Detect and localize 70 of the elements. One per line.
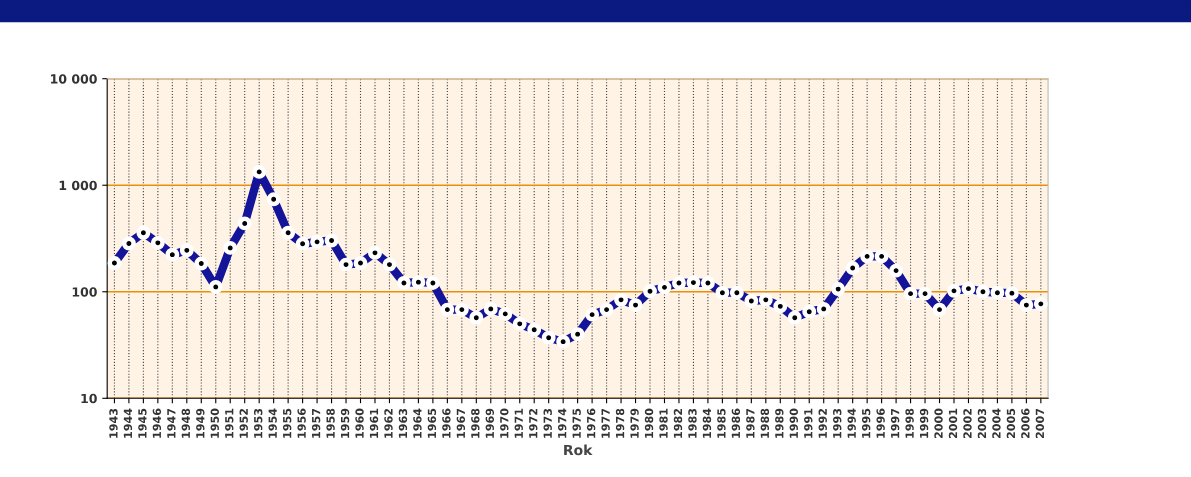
x-tick-label: 2003	[977, 408, 987, 439]
x-tick-label: 1977	[601, 408, 610, 438]
x-tick-label: 1958	[326, 408, 335, 438]
x-tick-label: 1950	[210, 408, 219, 438]
x-tick-label: 1983	[688, 408, 697, 438]
x-tick-label: 1986	[731, 408, 741, 438]
x-tick-label: 1971	[514, 408, 523, 438]
x-tick-label: 1969	[485, 408, 495, 438]
x-tick-label: 1963	[398, 408, 408, 438]
x-tick-label: 2005	[1006, 408, 1016, 439]
x-tick-label: 2007	[1035, 408, 1045, 439]
x-tick-label: 1944	[123, 408, 133, 438]
y-tick-label: 1 000	[59, 180, 97, 191]
x-tick-label: 1953	[254, 408, 263, 438]
x-tick-label: 1949	[196, 408, 205, 438]
y-tick-label: 10 000	[51, 74, 97, 84]
x-tick-label: 1966	[442, 408, 451, 438]
x-tick-label: 1974	[557, 408, 567, 438]
x-tick-label: 1985	[717, 408, 726, 438]
x-tick-label: 1980	[644, 408, 654, 438]
x-tick-label: 1978	[615, 408, 625, 438]
x-tick-label: 1994	[847, 408, 856, 438]
x-tick-label: 1948	[181, 408, 191, 438]
x-tick-label: 1988	[760, 408, 770, 438]
x-tick-label: 1946	[152, 408, 162, 438]
x-tick-label: 1943	[109, 408, 118, 438]
x-tick-label: 2000	[934, 408, 943, 439]
x-tick-label: 1951	[225, 408, 234, 438]
x-tick-label: 1964	[413, 408, 422, 438]
x-tick-label: 1999	[919, 408, 929, 438]
y-tick-label: 100	[72, 287, 97, 297]
x-tick-label: 1981	[659, 408, 668, 438]
x-tick-label: 1959	[340, 408, 350, 438]
x-tick-label: 1984	[702, 408, 712, 438]
y-tick-label: 10	[81, 393, 97, 404]
x-tick-label: 1956	[297, 408, 306, 438]
x-tick-label: 1947	[167, 408, 176, 438]
x-tick-label: 2002	[963, 408, 972, 439]
x-tick-label: 1976	[586, 408, 596, 438]
x-tick-label: 1968	[471, 408, 480, 438]
x-tick-label: 1989	[775, 408, 784, 438]
x-tick-label: 2006	[1021, 408, 1030, 439]
x-tick-label: 1972	[529, 408, 538, 438]
x-tick-label: 1998	[905, 408, 914, 438]
x-tick-label: 1997	[890, 408, 900, 438]
x-tick-label: 1955	[282, 408, 292, 438]
x-tick-label: 2004	[992, 408, 1001, 439]
x-tick-label: 1979	[630, 408, 639, 438]
x-tick-label: 1973	[543, 408, 552, 438]
x-tick-label: 1970	[500, 408, 509, 438]
x-tick-label: 1961	[369, 408, 379, 438]
x-tick-label: 1957	[311, 408, 321, 438]
x-tick-label: 1967	[456, 408, 466, 438]
x-tick-label: 1992	[818, 408, 827, 438]
x-tick-label: 1945	[138, 408, 147, 438]
x-tick-label: 1982	[673, 408, 683, 438]
x-tick-label: 1952	[239, 408, 248, 438]
x-tick-label: 1993	[833, 408, 842, 438]
x-tick-label: 1954	[268, 408, 277, 438]
x-tick-label: 1995	[861, 408, 871, 438]
x-tick-label: 1975	[572, 408, 581, 438]
x-tick-label: 1996	[876, 408, 885, 438]
x-tick-label: 1991	[804, 408, 813, 438]
x-tick-label: 1990	[789, 408, 798, 438]
x-tick-label: 1960	[355, 408, 364, 438]
x-tick-label: 1965	[427, 408, 437, 438]
x-axis-title: Rok	[564, 444, 593, 456]
x-tick-label: 1962	[384, 408, 393, 438]
x-tick-label: 2001	[948, 408, 958, 439]
x-tick-label: 1987	[746, 408, 755, 438]
